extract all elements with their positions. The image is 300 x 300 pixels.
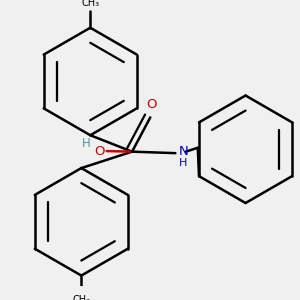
Text: O: O bbox=[147, 98, 157, 111]
Text: H: H bbox=[179, 158, 187, 168]
Text: H: H bbox=[82, 137, 91, 150]
Text: CH₃: CH₃ bbox=[81, 0, 99, 8]
Text: CH₃: CH₃ bbox=[72, 295, 90, 300]
Text: N: N bbox=[179, 145, 189, 158]
Text: O: O bbox=[94, 146, 104, 158]
